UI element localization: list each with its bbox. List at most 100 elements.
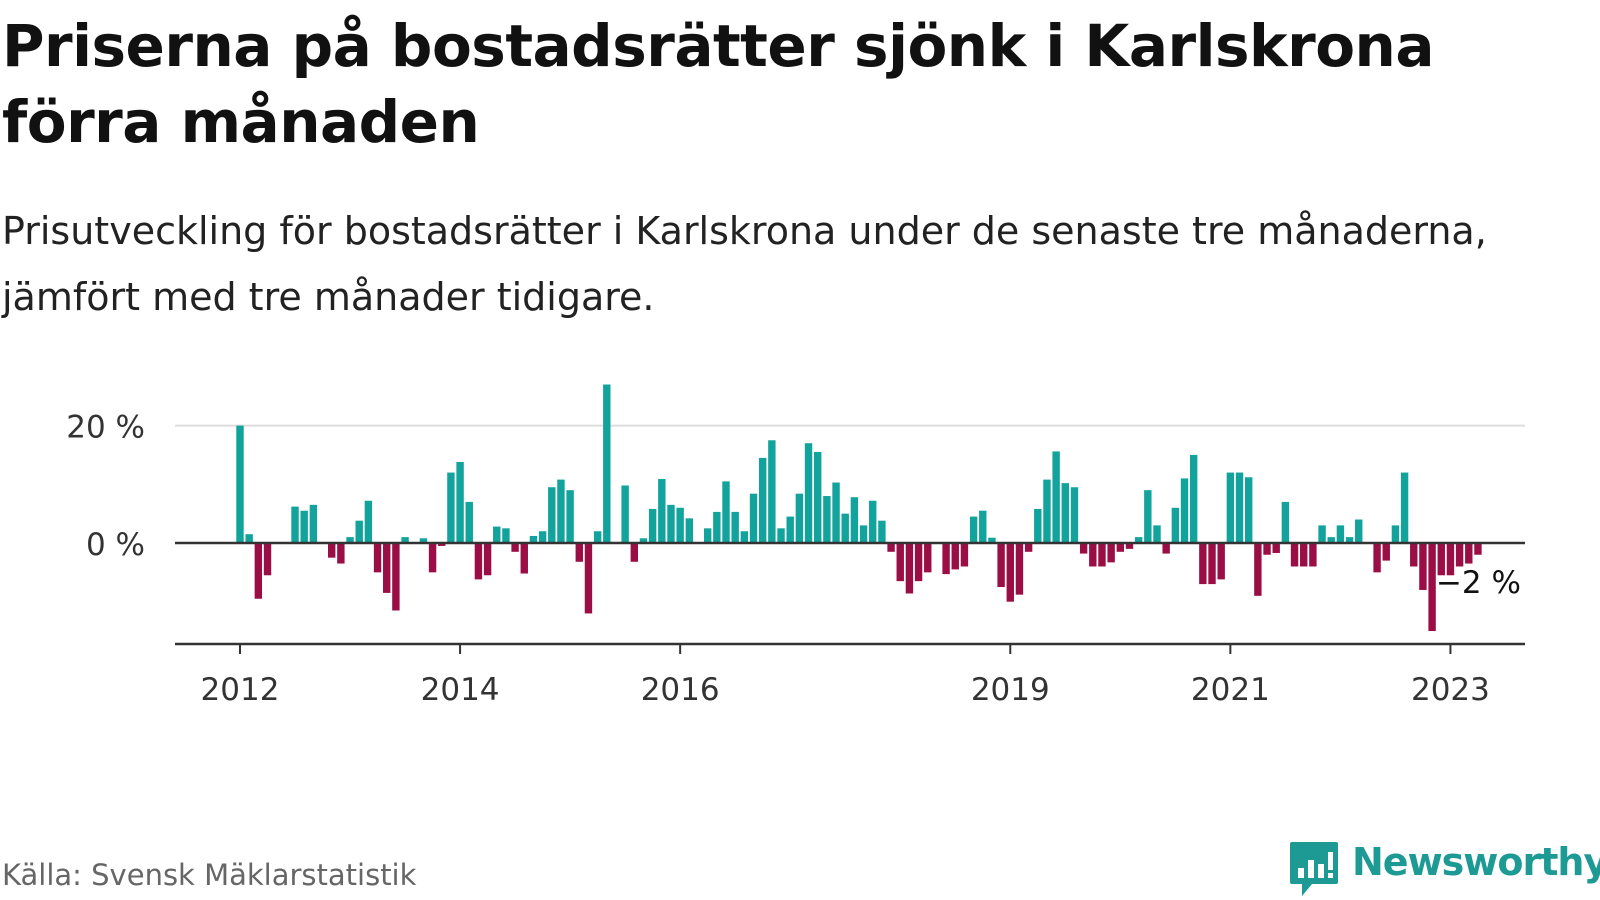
annotations: −2 % <box>1433 563 1523 604</box>
bar <box>1281 501 1290 543</box>
bar <box>566 490 574 543</box>
bar <box>676 507 684 543</box>
bar <box>621 485 629 543</box>
bar <box>1217 543 1225 580</box>
bar <box>749 493 758 543</box>
bar <box>373 543 382 573</box>
bar <box>1446 543 1455 576</box>
bar <box>1345 537 1354 543</box>
bar <box>309 504 318 543</box>
bar <box>887 543 895 552</box>
bar-chart: 0 % 20 % 2012 2014 2016 2019 2021 2023 −2 % <box>66 384 1525 708</box>
bar <box>465 501 473 543</box>
bar <box>1272 543 1280 553</box>
bar <box>236 425 244 543</box>
bar <box>1189 454 1198 543</box>
bar <box>713 511 721 543</box>
bar <box>1079 543 1088 554</box>
bar <box>823 496 831 543</box>
bar <box>428 543 437 573</box>
bar-chart-speech-bubble-icon <box>1290 842 1338 896</box>
bar <box>630 543 639 562</box>
bar <box>832 482 840 543</box>
bar <box>1382 543 1390 561</box>
bar <box>383 543 391 593</box>
bar <box>346 537 354 543</box>
last-value-label: −2 % <box>1436 565 1521 601</box>
bar <box>291 506 299 543</box>
bar <box>878 520 886 543</box>
bar <box>1043 479 1051 543</box>
bar <box>804 443 813 543</box>
bar <box>575 543 583 562</box>
bar <box>1116 543 1125 552</box>
bar <box>1455 543 1464 567</box>
bar <box>896 543 904 582</box>
bar <box>529 535 538 543</box>
bar <box>740 531 749 543</box>
bar <box>997 543 1005 588</box>
bar <box>924 543 932 573</box>
bar <box>667 504 675 543</box>
source-credit: Källa: Svensk Mäklarstatistik <box>2 858 417 892</box>
bar <box>731 511 739 543</box>
bar <box>1437 543 1445 576</box>
bar <box>850 497 859 543</box>
bar <box>1410 543 1418 567</box>
bar <box>328 543 336 558</box>
bar <box>1327 537 1335 543</box>
bar <box>648 508 657 543</box>
bar <box>1052 451 1060 543</box>
brand-logo: Newsworthy <box>1288 840 1600 900</box>
page-title: Priserna på bostadsrätter sjönk i Karlsk… <box>2 12 1434 156</box>
bar <box>1061 483 1069 543</box>
bar <box>355 520 363 543</box>
bar <box>1465 543 1473 564</box>
bar <box>1355 519 1363 543</box>
bar <box>1391 525 1400 543</box>
bar <box>493 526 501 543</box>
bar <box>758 457 767 543</box>
bar <box>419 538 428 543</box>
bar <box>969 516 978 543</box>
bar <box>1144 490 1152 543</box>
bar <box>1153 525 1161 543</box>
bar <box>483 543 492 576</box>
bar <box>1419 543 1427 590</box>
bar <box>988 537 996 543</box>
bar <box>1300 543 1308 567</box>
bar <box>502 528 510 543</box>
bar <box>1180 478 1189 543</box>
bar <box>438 543 446 546</box>
bar <box>685 518 694 543</box>
bar <box>942 543 950 575</box>
bar <box>639 538 648 543</box>
bar <box>538 531 547 543</box>
x-axis-ticks: 2012 2014 2016 2019 2021 2023 <box>201 644 1490 708</box>
bar <box>337 543 345 564</box>
bar <box>1245 477 1253 543</box>
x-tick-label: 2016 <box>641 672 720 708</box>
bar <box>869 500 877 543</box>
bar <box>905 543 914 594</box>
bar <box>254 543 263 599</box>
chart-subtitle: Prisutveckling för bostadsrätter i Karls… <box>2 209 1487 319</box>
bar <box>1134 537 1143 543</box>
bar <box>263 543 272 576</box>
bar <box>722 481 730 543</box>
bar <box>1070 487 1079 543</box>
bar <box>914 543 923 582</box>
bar <box>786 516 794 543</box>
bar <box>300 510 308 543</box>
bar <box>1024 543 1033 552</box>
bar <box>584 543 593 614</box>
bar <box>364 500 373 543</box>
x-tick-label: 2014 <box>421 672 500 708</box>
bar <box>960 543 969 567</box>
bar <box>841 513 849 543</box>
bar <box>1034 508 1042 543</box>
bar <box>1208 543 1216 585</box>
bar <box>1336 525 1345 543</box>
bar <box>859 525 868 543</box>
bar <box>520 543 528 574</box>
